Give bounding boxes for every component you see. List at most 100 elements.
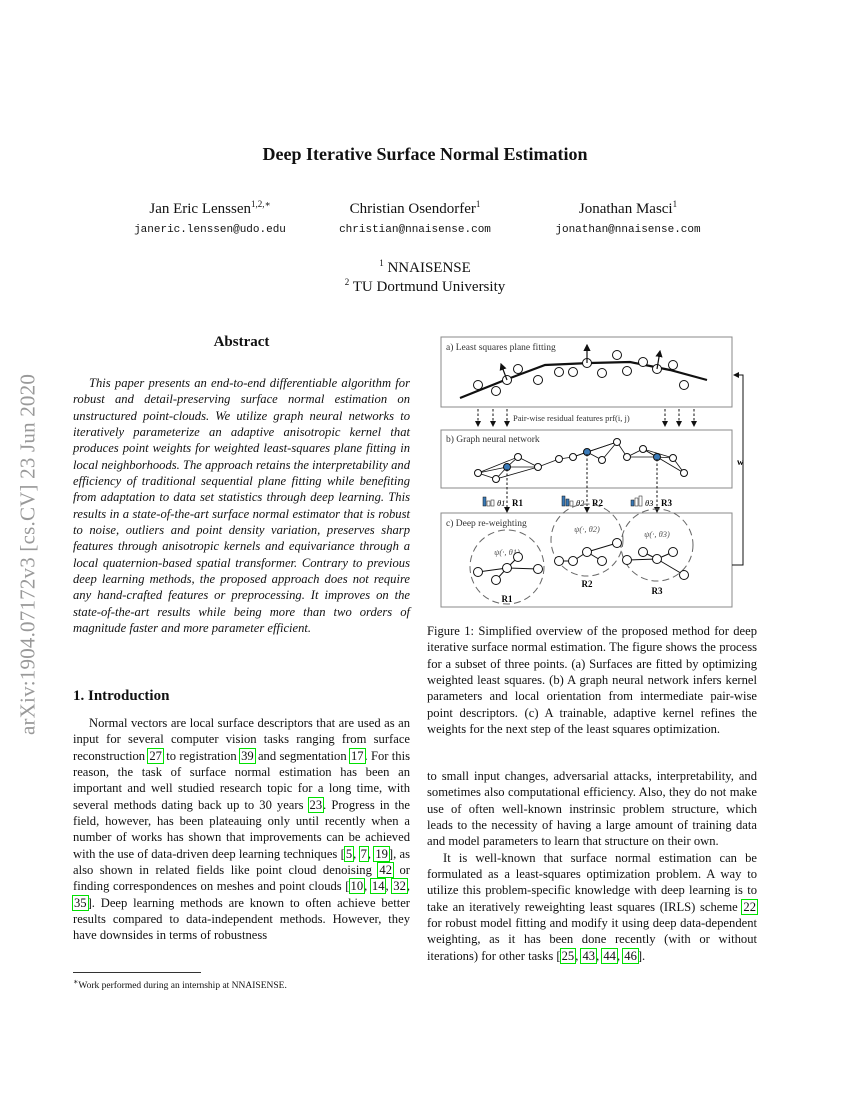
- text-segment: ], as also shown in related fields like …: [73, 846, 411, 878]
- text-segment: ,: [367, 846, 375, 861]
- citation-link[interactable]: 7: [358, 845, 369, 862]
- footnote: ∗Work performed during an internship at …: [73, 977, 287, 992]
- citation-link[interactable]: 14: [369, 878, 387, 895]
- panel-a-points: [473, 350, 689, 396]
- kernel-rotation-2: R2: [582, 579, 593, 589]
- point: [668, 360, 678, 370]
- text-segment: ,: [406, 879, 411, 894]
- panel-a-box: [440, 336, 733, 408]
- citation-link[interactable]: 44: [601, 947, 618, 964]
- citation-link[interactable]: 25: [559, 947, 577, 964]
- neighbor-point: [502, 563, 512, 573]
- citation-link[interactable]: 32: [391, 878, 408, 895]
- citation-link[interactable]: 5: [343, 845, 355, 862]
- text-segment: Normal vectors are local surface descrip…: [73, 716, 410, 763]
- neighbor-point: [597, 556, 607, 566]
- footnote-rule: [73, 972, 201, 973]
- node: [680, 469, 688, 477]
- point: [491, 386, 501, 396]
- node: [534, 463, 542, 471]
- affiliation-1: 1 NNAISENSE: [379, 258, 471, 276]
- citation-link[interactable]: 43: [580, 947, 598, 964]
- text-segment: . For this reason, the task of surface n…: [73, 748, 411, 812]
- introduction-heading: 1. Introduction: [73, 688, 170, 704]
- neighbor-point: [554, 556, 564, 566]
- author-2-email[interactable]: christian@nnaisense.com: [339, 224, 491, 236]
- rotation-3: R3: [661, 498, 672, 508]
- abstract-heading: Abstract: [213, 334, 270, 350]
- citation-link[interactable]: 10: [348, 878, 366, 895]
- panel-a-label: a) Least squares plane fitting: [446, 342, 556, 353]
- text-segment: ,: [385, 879, 393, 894]
- kernel-rotation-1: R1: [502, 594, 513, 604]
- text-segment: ,: [364, 879, 371, 894]
- author-3: Jonathan Masci1: [578, 199, 678, 217]
- neighbor-point: [679, 570, 689, 580]
- neighbor-point: [638, 547, 648, 557]
- point: [679, 380, 689, 390]
- citation-link[interactable]: 42: [377, 862, 394, 879]
- panel-b-label: b) Graph neural network: [446, 434, 540, 445]
- paper-title: Deep Iterative Surface Normal Estimation: [262, 144, 588, 164]
- right-paragraph-1: to small input changes, adversarial atta…: [427, 769, 757, 849]
- citation-link[interactable]: 27: [147, 747, 164, 764]
- normal-arrow: [655, 349, 663, 370]
- citation-link[interactable]: 22: [741, 898, 758, 915]
- feedback-arrow: [732, 372, 744, 566]
- figure-caption: Figure 1: Simplified overview of the pro…: [427, 624, 757, 737]
- text-segment: or finding correspondences on meshes and…: [73, 863, 410, 894]
- text-segment: ,: [596, 948, 603, 963]
- citation-link[interactable]: 23: [307, 796, 325, 813]
- node: [492, 475, 500, 483]
- prf-label: Pair-wise residual features prf(i, j): [513, 413, 630, 423]
- author-1-email[interactable]: janeric.lenssen@udo.edu: [134, 224, 286, 236]
- rotation-1: R1: [512, 498, 523, 508]
- citation-link[interactable]: 35: [72, 894, 89, 911]
- point: [473, 380, 483, 390]
- theta-2: θ2: [576, 498, 585, 508]
- neighbor-point: [473, 567, 483, 577]
- citation-link[interactable]: 19: [373, 845, 390, 862]
- text-segment: . Progress in the field, however, has be…: [73, 797, 410, 861]
- panel-c-box: [440, 512, 733, 608]
- right-paragraph-2: It is well-known that surface normal est…: [427, 850, 758, 964]
- node: [555, 455, 563, 463]
- kernel-param-icons: [482, 495, 643, 507]
- citation-link[interactable]: 39: [239, 747, 256, 764]
- neighbor-point: [582, 547, 592, 557]
- node: [623, 453, 631, 461]
- kernel-1: ψ(·, θ1): [494, 547, 520, 557]
- neighbor-point: [533, 564, 543, 574]
- text-segment: ].: [637, 948, 646, 963]
- point: [597, 368, 607, 378]
- theta-1: θ1: [497, 498, 505, 508]
- node: [639, 445, 647, 453]
- author-1: Jan Eric Lenssen1,2,∗: [149, 199, 271, 217]
- neighbor-point: [622, 555, 632, 565]
- citation-link[interactable]: 17: [348, 747, 366, 764]
- author-3-email[interactable]: jonathan@nnaisense.com: [555, 224, 701, 236]
- citation-link[interactable]: 46: [622, 947, 639, 964]
- point: [533, 375, 543, 385]
- kernel-3: ψ(·, θ3): [644, 529, 670, 539]
- node: [669, 454, 677, 462]
- neighbor-point: [652, 554, 662, 564]
- graph-edges: [477, 441, 685, 480]
- node: [514, 453, 522, 461]
- arxiv-side-stamp: arXiv:1904.07172v3 [cs.CV] 23 Jun 2020: [15, 373, 40, 736]
- text-segment: ,: [575, 948, 582, 963]
- introduction-paragraph: Normal vectors are local surface descrip…: [72, 715, 411, 944]
- affiliation-2: 2 TU Dortmund University: [344, 277, 506, 295]
- graph-nodes: [474, 438, 688, 483]
- text-segment: ,: [353, 846, 360, 861]
- node: [598, 456, 606, 464]
- neighbor-point: [612, 538, 622, 548]
- node: [613, 438, 621, 446]
- weights-label: w: [737, 457, 744, 467]
- text-segment: and segmentation: [254, 748, 350, 763]
- neighbor-point: [513, 552, 523, 562]
- text-segment: ]. Deep learning methods are known to of…: [73, 895, 410, 943]
- figure-1: a) Least squares plane fitting b) Graph …: [440, 336, 744, 608]
- kernel-neighborhoods: [473, 538, 689, 585]
- point: [554, 367, 564, 377]
